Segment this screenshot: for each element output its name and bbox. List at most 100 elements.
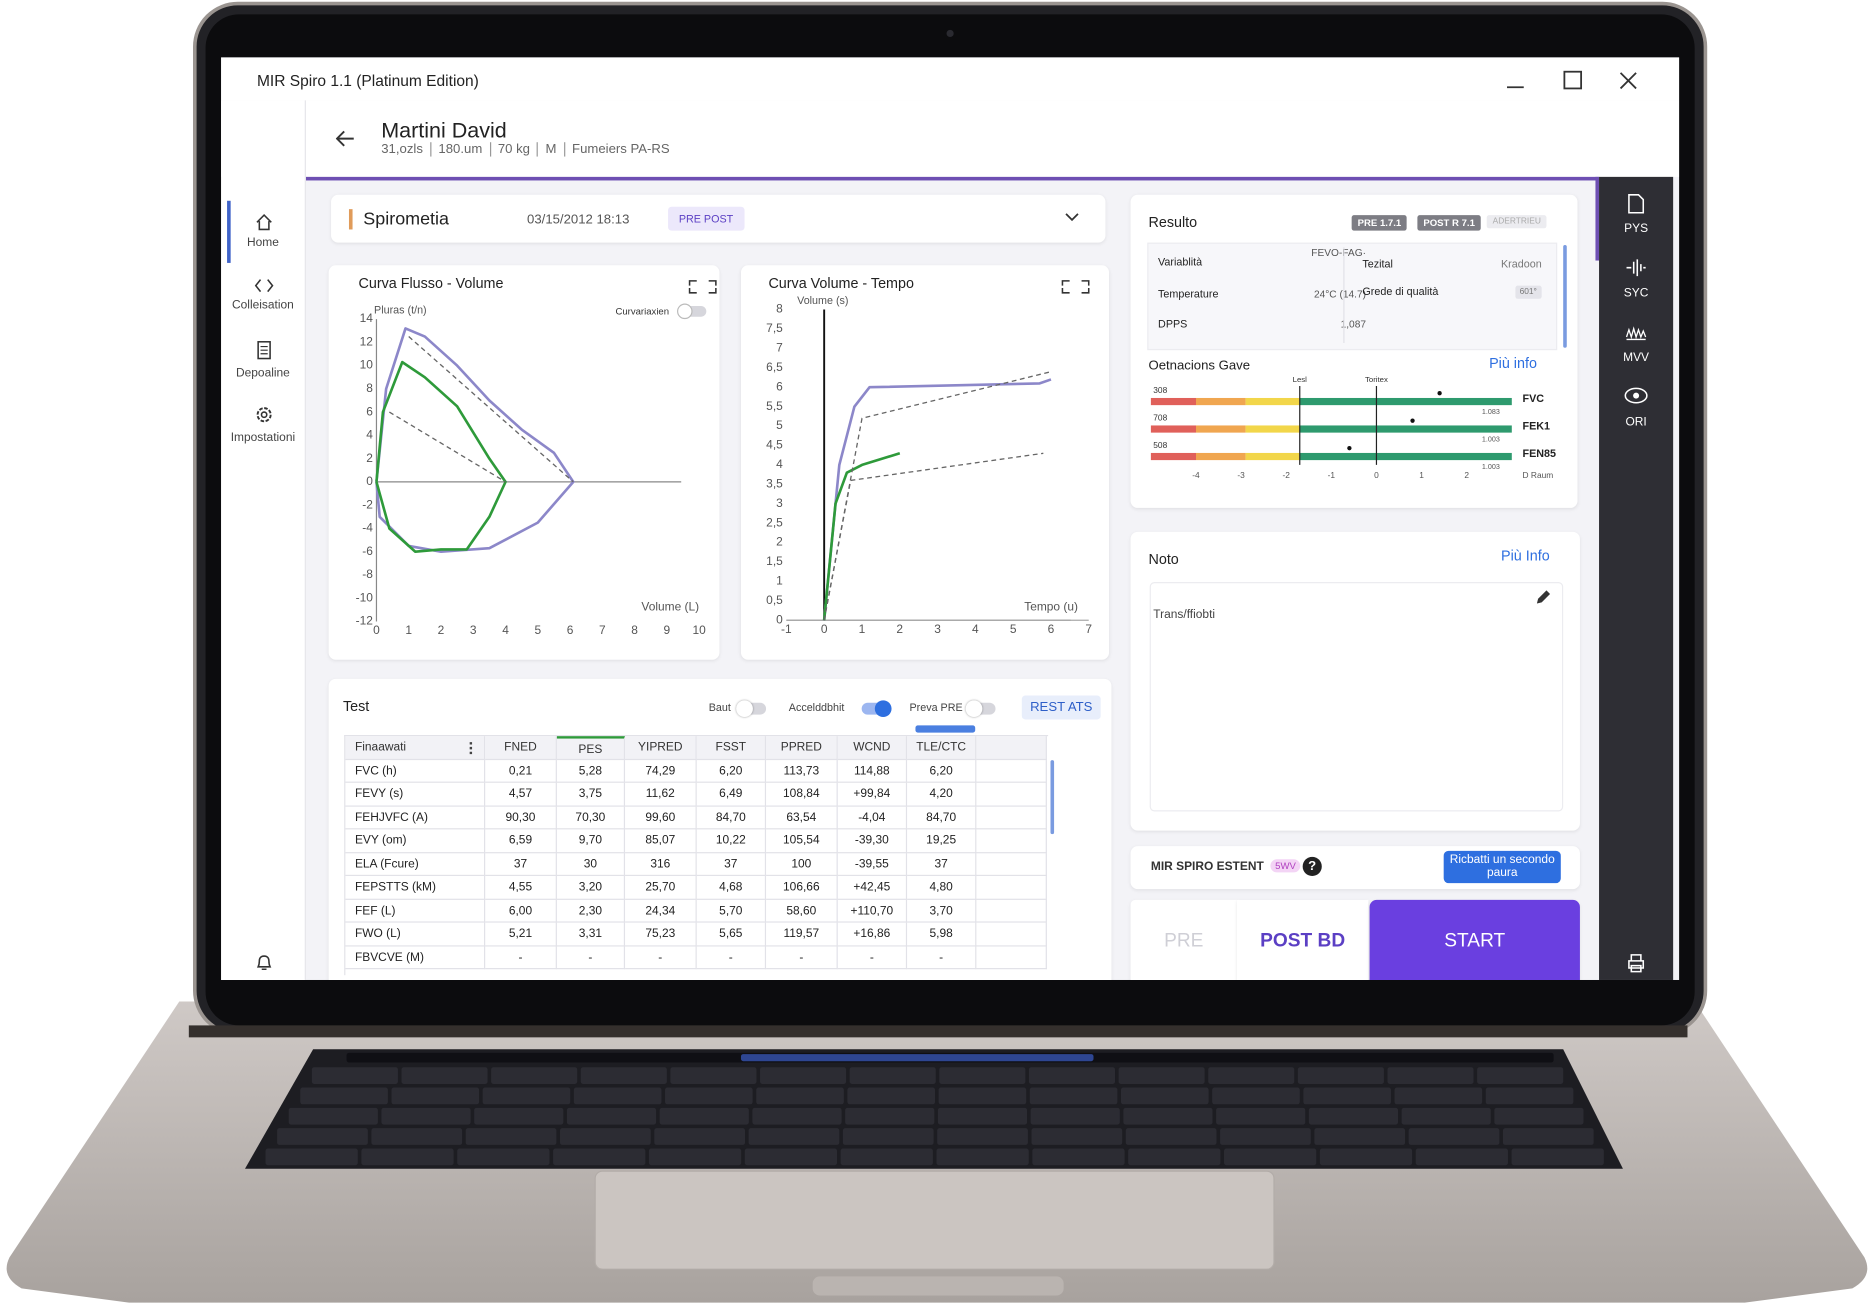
help[interactable]: ? [1302, 856, 1322, 877]
trackpad [594, 1170, 1275, 1270]
maximize[interactable] [1563, 70, 1583, 90]
pys-icon[interactable] [1628, 194, 1645, 214]
table-cell: FWO (L) [345, 922, 486, 946]
column-header[interactable]: Finaawati [345, 736, 486, 760]
column-header[interactable]: PPRED [766, 736, 838, 760]
zone [1150, 452, 1196, 461]
table-cell: 9,70 [556, 829, 626, 853]
chart-card: Curva Flusso - Volume Pluras (t/n) Curva… [328, 265, 720, 660]
expand-icon[interactable] [688, 280, 717, 294]
z-score-dot [1410, 418, 1415, 423]
scrollbar[interactable] [1050, 760, 1055, 835]
button[interactable]: Ricbatti un secondo paura [1443, 850, 1561, 884]
table-cell: 10,22 [696, 829, 767, 853]
close[interactable] [1619, 72, 1637, 90]
toggle[interactable] [736, 700, 767, 718]
key [566, 1107, 657, 1125]
x-tick-label: 4 [502, 623, 509, 637]
extension-card: MIR SPIRO ESTENT 5WV ? Ricbatti un secon… [1130, 846, 1580, 890]
key [1394, 1087, 1483, 1105]
scrollbar[interactable] [1563, 244, 1567, 348]
chevron[interactable] [1065, 213, 1079, 223]
x-axis-label: Tempo (u) [1024, 599, 1078, 613]
post-button[interactable]: POST BD [1236, 899, 1369, 980]
settings-icon[interactable] [255, 405, 274, 424]
tag[interactable]: ADERTRIEU [1486, 215, 1547, 229]
back-button[interactable] [335, 130, 355, 147]
button[interactable]: REST ATS [1021, 695, 1101, 720]
table-cell: +42,45 [837, 876, 908, 900]
key [840, 1148, 933, 1166]
notes-text[interactable]: Trans/ffiobti [1153, 608, 1216, 622]
toggle[interactable] [861, 700, 892, 718]
bell-icon[interactable] [256, 954, 273, 973]
patient-detail: Fumeiers PA-RS [563, 142, 670, 157]
y-tick-label: 3 [776, 496, 783, 510]
table-cell [976, 876, 1047, 900]
column-header[interactable]: YIPRED [625, 736, 697, 760]
syc-icon[interactable] [1625, 258, 1647, 277]
nav-label[interactable]: Home [246, 236, 279, 250]
nav-label[interactable]: Depoaline [235, 366, 290, 381]
x-tick-label: 1 [859, 622, 866, 636]
tag[interactable]: PRE 1.7.1 [1351, 215, 1408, 231]
column-header[interactable]: FSST [696, 736, 767, 760]
x-axis-label: Volume (L) [641, 599, 699, 613]
tool-label[interactable]: ORI [1625, 415, 1647, 430]
table-cell: 74,29 [625, 759, 697, 783]
expand-icon[interactable] [1061, 280, 1090, 294]
code-icon[interactable] [254, 278, 274, 293]
nav-label[interactable]: Colleisation [232, 298, 294, 312]
table-cell: 106,66 [766, 876, 838, 900]
key [1408, 1128, 1500, 1145]
column-handle[interactable] [915, 725, 976, 733]
table-cell: 3,20 [556, 876, 626, 900]
zone [1245, 452, 1300, 461]
y-tick-label: 2 [366, 451, 373, 465]
toggle-knob[interactable] [677, 303, 693, 320]
header-divider [304, 176, 1600, 181]
result-value: 24°C (14.7) [1313, 288, 1366, 300]
print-icon[interactable] [1627, 954, 1646, 973]
column-menu[interactable] [469, 742, 475, 755]
key [1314, 1128, 1406, 1145]
table-cell: FEVY (s) [345, 782, 486, 807]
table-cell: 6,59 [485, 829, 557, 853]
side-label: 1.083 [1482, 408, 1500, 416]
notes-box[interactable] [1149, 582, 1564, 812]
column-header[interactable]: FNED [485, 736, 557, 760]
table-cell: 5,28 [556, 759, 626, 783]
edit-icon[interactable] [1535, 589, 1552, 606]
column-header[interactable]: PES [556, 736, 626, 760]
key [1123, 1107, 1213, 1125]
pre-button[interactable]: PRE [1130, 899, 1237, 980]
column-header[interactable]: TLE/CTC [907, 736, 977, 760]
mvv-icon[interactable] [1625, 323, 1647, 342]
column-header[interactable]: WCND [837, 736, 908, 760]
y-tick-label: 7 [776, 341, 783, 355]
link[interactable]: Più info [1489, 354, 1537, 372]
doc-icon[interactable] [257, 341, 271, 360]
ori-icon[interactable] [1623, 385, 1649, 407]
curve [389, 411, 506, 483]
key [1208, 1067, 1295, 1084]
zone [1299, 397, 1512, 406]
nav-label[interactable]: Impostationi [230, 431, 296, 445]
toggle[interactable] [965, 700, 996, 718]
screen: MIR Spiro 1.1 (Platinum Edition) Martini… [221, 57, 1680, 980]
tag[interactable]: POST R 7.1 [1417, 215, 1481, 231]
tool-label[interactable]: MVV [1623, 351, 1650, 365]
home-icon[interactable] [256, 214, 273, 231]
result-label: Temperature [1158, 288, 1219, 300]
tool-label[interactable]: PYS [1624, 222, 1649, 236]
y-tick-label: 6 [776, 379, 783, 393]
chip[interactable]: PRE POST [668, 206, 744, 231]
table-cell: EVY (om) [345, 829, 486, 853]
link[interactable]: Più Info [1501, 547, 1550, 565]
table-cell: 30 [556, 852, 626, 877]
tool-label[interactable]: SYC [1623, 286, 1649, 300]
start-button[interactable]: START [1369, 899, 1580, 980]
y-tick-label: 8 [776, 302, 783, 316]
